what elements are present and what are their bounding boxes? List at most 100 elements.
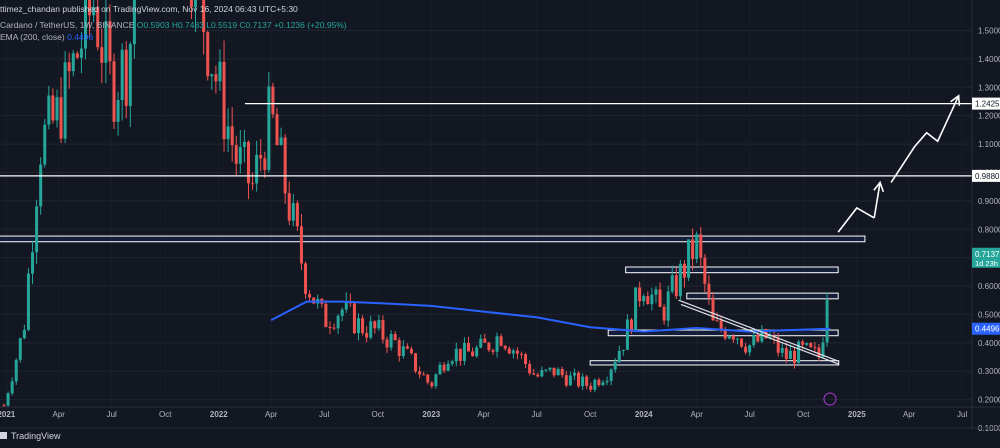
candle-body xyxy=(772,336,776,338)
candle-body xyxy=(462,342,466,361)
candle xyxy=(43,119,47,168)
candle xyxy=(462,337,466,366)
candle xyxy=(426,373,430,385)
candle-body xyxy=(275,114,279,146)
candle-body xyxy=(259,154,263,159)
candle-body xyxy=(699,234,703,258)
candle-body xyxy=(809,343,813,348)
candle-body xyxy=(312,297,316,304)
candle-body xyxy=(524,354,528,364)
candle-body xyxy=(581,376,585,387)
candle xyxy=(740,338,744,348)
candle-body xyxy=(442,364,446,371)
candle-body xyxy=(291,203,295,221)
candle xyxy=(189,0,193,20)
candle xyxy=(703,254,707,293)
candle-body xyxy=(491,350,495,352)
candle xyxy=(352,301,356,335)
candle-body xyxy=(226,126,230,140)
candle xyxy=(597,377,601,387)
candle-body xyxy=(385,339,389,348)
candle xyxy=(275,107,279,146)
candle-body xyxy=(593,379,597,390)
candle xyxy=(813,341,817,353)
zone-rect[interactable] xyxy=(625,266,839,274)
candle xyxy=(772,331,776,344)
candle xyxy=(634,287,638,332)
candle-body xyxy=(194,0,198,7)
x-tick-label: Jul xyxy=(107,410,117,419)
candle xyxy=(784,342,788,364)
candle xyxy=(572,368,576,381)
candle-body xyxy=(377,319,381,329)
candle xyxy=(267,71,271,173)
candle-body xyxy=(479,338,483,348)
trendline[interactable] xyxy=(680,303,839,365)
candle-body xyxy=(788,350,792,359)
candle-body xyxy=(88,0,92,16)
candle-body xyxy=(14,359,18,382)
candle xyxy=(100,28,104,84)
candle xyxy=(112,53,116,130)
candle-body xyxy=(308,294,312,298)
candle xyxy=(495,332,499,358)
candle xyxy=(320,297,324,308)
candle xyxy=(613,358,617,373)
candle-body xyxy=(120,49,124,101)
brand-text: TradingView xyxy=(11,431,61,441)
x-tick-label: 2025 xyxy=(848,410,866,419)
candle xyxy=(304,261,308,299)
candle xyxy=(544,369,548,373)
projection-arrowheads xyxy=(873,94,961,219)
trendline[interactable] xyxy=(678,299,839,362)
candle-body xyxy=(414,353,418,372)
candle xyxy=(735,337,739,345)
candle-body xyxy=(10,381,14,394)
candle xyxy=(797,339,801,364)
symbol-name[interactable]: Cardano / TetherUS, 1W, BINANCE xyxy=(0,20,135,30)
candle-body xyxy=(454,348,458,362)
candle xyxy=(654,286,658,304)
candle-body xyxy=(26,273,30,330)
candle xyxy=(96,0,100,51)
candle-body xyxy=(801,341,805,345)
candle xyxy=(79,31,83,74)
candle-body xyxy=(397,340,401,357)
candle-body xyxy=(124,49,128,107)
candle-body xyxy=(776,337,780,353)
candle-body xyxy=(401,346,405,357)
candle-body xyxy=(625,319,629,350)
zone-rect[interactable] xyxy=(0,235,866,243)
candle xyxy=(116,91,120,136)
candle-body xyxy=(658,289,662,307)
candle xyxy=(446,360,450,372)
candle-body xyxy=(59,97,63,139)
candle-body xyxy=(328,327,332,329)
candle-body xyxy=(202,0,206,33)
candle xyxy=(809,342,813,348)
lightning-icon[interactable] xyxy=(823,392,837,406)
candle-body xyxy=(682,263,686,278)
candle-body xyxy=(740,338,744,347)
candle-body xyxy=(116,100,120,122)
candle xyxy=(776,333,780,357)
candle xyxy=(515,347,519,360)
candle-body xyxy=(568,375,572,386)
zone-rect[interactable] xyxy=(686,292,839,300)
tradingview-logo[interactable]: TradingView xyxy=(0,431,61,441)
candle-body xyxy=(552,367,556,376)
candle-body xyxy=(536,374,540,377)
candle xyxy=(691,228,695,271)
candle-body xyxy=(22,329,26,339)
price-axis: 1.50001.40001.30001.20001.10001.00000.90… xyxy=(971,0,1000,433)
candle-body xyxy=(483,338,487,343)
candle xyxy=(678,259,682,300)
zone-rect[interactable] xyxy=(589,360,840,366)
ema-legend: EMA (200, close) 0.4496 xyxy=(0,32,93,42)
candle xyxy=(6,391,10,407)
x-tick-label: Jul xyxy=(319,410,329,419)
candle-body xyxy=(112,61,116,122)
current-price-label-text: 0.7137 xyxy=(975,250,1000,259)
